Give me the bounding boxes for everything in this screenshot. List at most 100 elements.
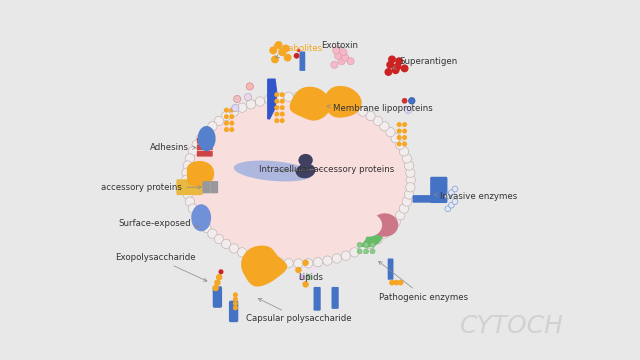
Circle shape <box>216 274 223 280</box>
Circle shape <box>269 46 277 54</box>
Circle shape <box>302 281 309 288</box>
Circle shape <box>255 97 265 106</box>
Circle shape <box>402 98 408 104</box>
Circle shape <box>445 206 451 212</box>
Circle shape <box>244 94 252 101</box>
Circle shape <box>183 190 193 199</box>
Circle shape <box>207 229 217 238</box>
Circle shape <box>387 61 394 69</box>
Circle shape <box>284 92 293 102</box>
Circle shape <box>229 121 234 126</box>
Circle shape <box>396 140 405 149</box>
Ellipse shape <box>335 220 367 248</box>
Text: Capsular polysaccharide: Capsular polysaccharide <box>246 298 352 323</box>
Circle shape <box>402 122 407 127</box>
Circle shape <box>396 211 405 220</box>
Circle shape <box>347 58 354 65</box>
Circle shape <box>295 267 301 273</box>
Circle shape <box>340 49 347 56</box>
Text: Invasive enzymes: Invasive enzymes <box>434 192 517 201</box>
Circle shape <box>255 254 265 263</box>
Circle shape <box>391 217 401 226</box>
Circle shape <box>275 112 279 117</box>
Circle shape <box>280 105 285 110</box>
Circle shape <box>366 111 375 121</box>
Circle shape <box>185 154 195 163</box>
Polygon shape <box>188 162 214 186</box>
Circle shape <box>398 280 404 285</box>
Circle shape <box>196 134 206 143</box>
Circle shape <box>275 92 279 97</box>
Circle shape <box>386 127 395 137</box>
Text: Exotoxin: Exotoxin <box>321 41 358 50</box>
Circle shape <box>214 279 221 286</box>
Text: Intracellular accessory proteins: Intracellular accessory proteins <box>259 165 394 174</box>
Circle shape <box>333 47 340 54</box>
Circle shape <box>370 242 375 247</box>
Circle shape <box>207 122 217 131</box>
Circle shape <box>275 118 279 123</box>
Circle shape <box>246 83 253 90</box>
Circle shape <box>221 239 231 249</box>
Circle shape <box>229 108 234 113</box>
Circle shape <box>402 141 407 147</box>
Circle shape <box>350 248 359 257</box>
Circle shape <box>232 104 239 112</box>
Ellipse shape <box>191 204 211 231</box>
Circle shape <box>229 114 234 119</box>
Circle shape <box>218 269 223 274</box>
Circle shape <box>234 95 241 103</box>
Circle shape <box>380 229 389 238</box>
Circle shape <box>313 257 323 267</box>
Text: Adhesins: Adhesins <box>150 143 196 152</box>
Circle shape <box>188 204 198 213</box>
Circle shape <box>404 161 413 170</box>
Circle shape <box>364 249 369 254</box>
Circle shape <box>323 95 332 104</box>
Ellipse shape <box>191 101 406 259</box>
Circle shape <box>366 239 375 249</box>
Circle shape <box>303 258 313 268</box>
Circle shape <box>280 92 285 97</box>
Circle shape <box>275 99 279 104</box>
Circle shape <box>275 105 279 110</box>
Circle shape <box>338 58 345 65</box>
Circle shape <box>237 248 247 257</box>
Circle shape <box>399 147 408 156</box>
Circle shape <box>358 107 367 116</box>
Polygon shape <box>291 87 330 120</box>
Circle shape <box>214 116 223 126</box>
Circle shape <box>294 259 303 268</box>
FancyBboxPatch shape <box>388 258 394 280</box>
Circle shape <box>224 121 229 126</box>
Circle shape <box>224 114 229 119</box>
Circle shape <box>342 54 349 61</box>
Circle shape <box>274 257 284 267</box>
Circle shape <box>303 92 313 102</box>
Text: accessory proteins: accessory proteins <box>100 183 201 192</box>
Ellipse shape <box>234 161 313 181</box>
Circle shape <box>397 135 402 140</box>
Text: CYTOCH: CYTOCH <box>460 314 564 338</box>
Circle shape <box>392 66 399 74</box>
Circle shape <box>202 223 211 233</box>
Circle shape <box>397 129 402 134</box>
Circle shape <box>408 98 415 104</box>
Circle shape <box>229 127 234 132</box>
Circle shape <box>188 147 198 156</box>
FancyBboxPatch shape <box>212 286 222 308</box>
FancyBboxPatch shape <box>332 287 339 309</box>
Circle shape <box>404 190 413 199</box>
Circle shape <box>357 242 362 247</box>
Circle shape <box>335 52 342 59</box>
Circle shape <box>233 297 238 302</box>
Circle shape <box>370 249 375 254</box>
Circle shape <box>397 122 402 127</box>
Circle shape <box>192 211 202 220</box>
Text: Metabolites: Metabolites <box>273 44 323 58</box>
Circle shape <box>350 103 359 112</box>
Circle shape <box>296 49 300 52</box>
Circle shape <box>313 93 323 103</box>
Circle shape <box>306 274 312 280</box>
Circle shape <box>229 244 239 253</box>
